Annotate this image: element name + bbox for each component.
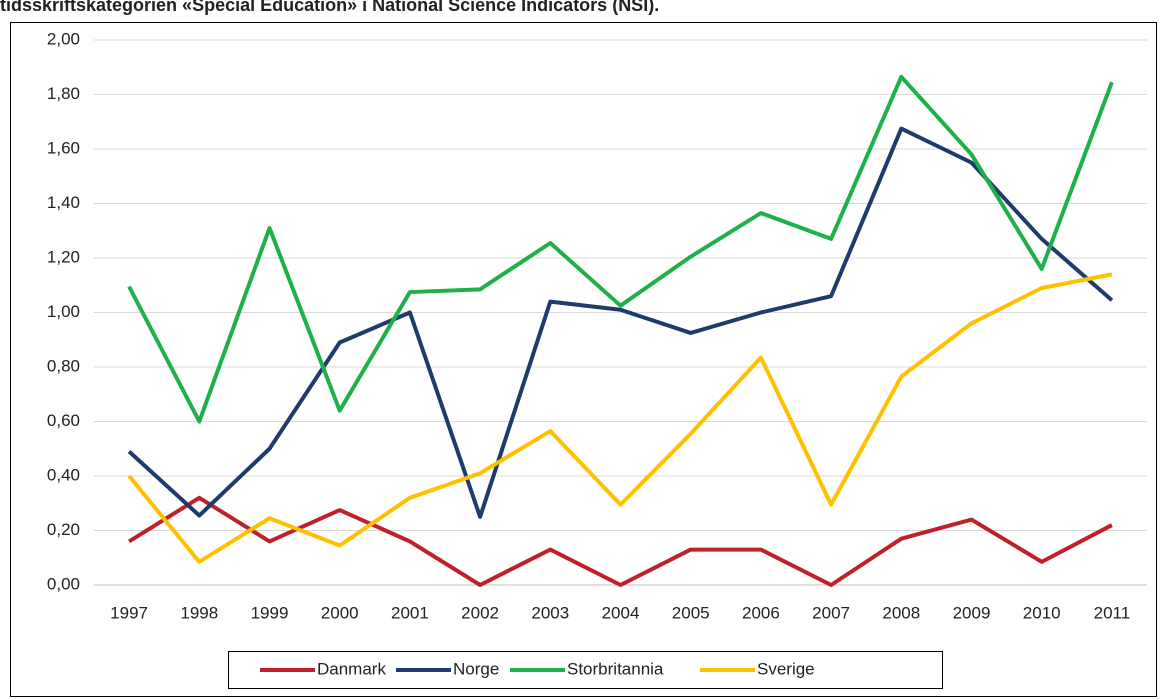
y-tick-label: 0,20 <box>47 520 80 539</box>
y-tick-label: 0,00 <box>47 574 80 593</box>
x-tick-label: 2007 <box>812 603 850 622</box>
x-tick-label: 2008 <box>882 603 920 622</box>
x-tick-label: 2004 <box>602 603 640 622</box>
legend-label: Storbritannia <box>567 659 664 678</box>
chart-title: tidsskriftskategorien «Special Education… <box>0 0 659 15</box>
y-tick-label: 2,00 <box>47 29 80 48</box>
y-tick-label: 0,40 <box>47 465 80 484</box>
y-tick-label: 1,00 <box>47 302 80 321</box>
x-tick-label: 1999 <box>251 603 289 622</box>
legend-label: Danmark <box>317 659 386 678</box>
x-tick-label: 2005 <box>672 603 710 622</box>
x-tick-label: 1997 <box>110 603 148 622</box>
x-tick-label: 2003 <box>531 603 569 622</box>
data-line <box>128 495 1113 587</box>
x-tick-label: 2006 <box>742 603 780 622</box>
data-line <box>127 272 1113 564</box>
x-tick-label: 2000 <box>321 603 359 622</box>
data-line <box>127 74 1114 424</box>
x-tick-label: 2010 <box>1023 603 1061 622</box>
y-tick-label: 1,40 <box>47 193 80 212</box>
y-tick-label: 0,60 <box>47 411 80 430</box>
x-tick-label: 2011 <box>1094 603 1131 622</box>
y-tick-label: 1,80 <box>47 84 80 103</box>
legend-box <box>228 651 943 689</box>
y-tick-label: 1,20 <box>47 247 80 266</box>
legend-label: Sverige <box>757 659 815 678</box>
chart-frame <box>10 22 1157 697</box>
legend-label: Norge <box>453 659 499 678</box>
data-line <box>127 126 1114 519</box>
x-tick-label: 2001 <box>391 603 429 622</box>
x-tick-label: 1998 <box>180 603 218 622</box>
y-tick-label: 1,60 <box>47 138 80 157</box>
y-tick-label: 0,80 <box>47 356 80 375</box>
x-tick-label: 2002 <box>461 603 499 622</box>
x-tick-label: 2009 <box>953 603 991 622</box>
